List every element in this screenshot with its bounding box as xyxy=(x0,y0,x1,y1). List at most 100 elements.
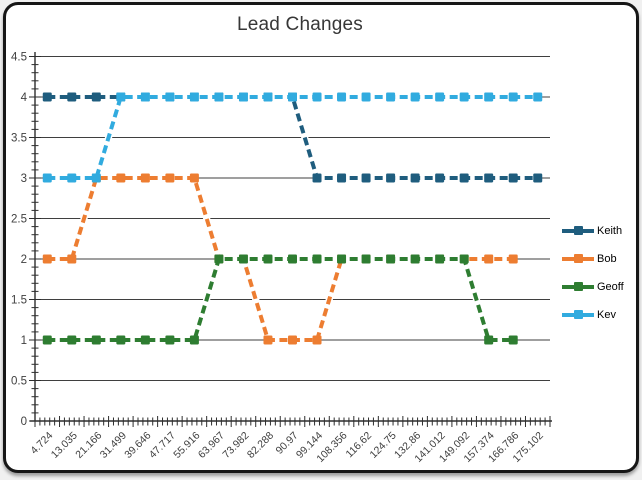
x-tick-label: 63.967 xyxy=(196,430,227,461)
data-point-marker xyxy=(116,92,126,102)
legend-label: Kev xyxy=(597,309,616,321)
y-tick-label: 4.5 xyxy=(11,52,27,64)
data-point-marker xyxy=(386,92,396,102)
x-tick-label: 82.288 xyxy=(245,430,276,461)
data-point-marker xyxy=(67,335,77,345)
data-point-marker xyxy=(312,92,322,102)
y-tick-label: 0.5 xyxy=(11,376,27,388)
data-point-marker xyxy=(386,173,396,183)
data-point-marker xyxy=(238,254,248,264)
data-point-marker xyxy=(67,173,77,183)
data-point-marker xyxy=(508,335,518,345)
data-point-marker xyxy=(263,92,273,102)
data-point-marker xyxy=(508,173,518,183)
data-point-marker xyxy=(459,92,469,102)
x-tick-label: 124.75 xyxy=(368,430,399,461)
chart-legend: Keith Bob Geoff Kev xyxy=(562,222,624,334)
data-point-marker xyxy=(312,254,322,264)
data-point-marker xyxy=(435,173,445,183)
legend-label: Keith xyxy=(597,225,623,237)
data-point-marker xyxy=(508,254,518,264)
data-point-marker xyxy=(42,173,52,183)
data-point-marker xyxy=(116,173,126,183)
x-axis-labels: 4.72413.03521.16631.49939.64647.71755.91… xyxy=(28,430,546,465)
data-point-marker xyxy=(484,335,494,345)
data-point-marker xyxy=(533,92,543,102)
data-point-marker xyxy=(435,254,445,264)
data-point-marker xyxy=(410,173,420,183)
y-axis-labels: 4.5 4 3.5 3 2.5 2 1.5 1 0.5 0 xyxy=(11,52,28,429)
data-point-marker xyxy=(263,254,273,264)
data-point-marker xyxy=(337,92,347,102)
legend-square-icon xyxy=(574,282,583,291)
data-point-marker xyxy=(91,92,101,102)
data-point-marker xyxy=(337,254,347,264)
y-tick-label: 1 xyxy=(21,335,27,347)
legend-item-geoff: Geoff xyxy=(562,278,624,296)
data-point-marker xyxy=(533,173,543,183)
y-tick-label: 3.5 xyxy=(11,133,27,145)
data-point-marker xyxy=(459,254,469,264)
y-tick-label: 0 xyxy=(21,416,27,428)
data-point-marker xyxy=(165,335,175,345)
data-point-marker xyxy=(116,335,126,345)
data-point-marker xyxy=(91,173,101,183)
y-tick-label: 4 xyxy=(21,92,28,104)
data-point-marker xyxy=(410,254,420,264)
legend-marker-bob xyxy=(562,254,594,263)
data-point-marker xyxy=(288,254,297,264)
data-point-marker xyxy=(361,92,371,102)
data-point-marker xyxy=(140,173,150,183)
x-tick-label: 47.717 xyxy=(147,430,178,461)
window-frame xyxy=(3,2,639,473)
data-point-marker xyxy=(435,92,445,102)
data-point-marker xyxy=(238,92,248,102)
data-point-marker xyxy=(67,92,77,102)
legend-square-icon xyxy=(574,310,583,319)
data-point-marker xyxy=(263,335,273,345)
data-point-marker xyxy=(361,254,371,264)
data-point-marker xyxy=(165,92,175,102)
data-point-marker xyxy=(214,254,224,264)
legend-item-bob: Bob xyxy=(562,250,624,268)
data-point-marker xyxy=(386,254,396,264)
legend-label: Geoff xyxy=(597,281,624,293)
data-point-marker xyxy=(508,92,518,102)
data-point-marker xyxy=(288,92,297,102)
data-point-marker xyxy=(312,173,322,183)
x-tick-label: 13.035 xyxy=(49,430,80,461)
data-point-marker xyxy=(189,92,199,102)
data-point-marker xyxy=(91,335,101,345)
data-point-marker xyxy=(189,173,199,183)
data-point-marker xyxy=(410,92,420,102)
legend-label: Bob xyxy=(597,253,617,265)
data-point-marker xyxy=(165,173,175,183)
data-point-marker xyxy=(140,335,150,345)
data-point-marker xyxy=(312,335,322,345)
legend-marker-kev xyxy=(562,310,594,319)
x-tick-label: 39.646 xyxy=(122,430,153,461)
chart-title: Lead Changes xyxy=(236,14,363,35)
data-point-marker xyxy=(214,92,224,102)
data-point-marker xyxy=(337,173,347,183)
legend-square-icon xyxy=(574,226,583,235)
data-point-marker xyxy=(189,335,199,345)
x-axis-ticks xyxy=(34,416,551,427)
legend-item-kev: Kev xyxy=(562,306,624,324)
y-tick-label: 2.5 xyxy=(11,214,27,226)
legend-item-keith: Keith xyxy=(562,222,624,240)
data-point-marker xyxy=(484,254,494,264)
data-point-marker xyxy=(67,254,77,264)
data-point-marker xyxy=(484,92,494,102)
data-point-marker xyxy=(484,173,494,183)
series-geoff xyxy=(42,254,518,345)
data-point-marker xyxy=(42,254,52,264)
y-tick-label: 2 xyxy=(21,254,27,266)
series-kev xyxy=(42,92,543,183)
data-point-marker xyxy=(42,92,52,102)
data-point-marker xyxy=(288,335,297,345)
data-point-marker xyxy=(42,335,52,345)
x-tick-label: 55.916 xyxy=(171,430,202,461)
data-point-marker xyxy=(361,173,371,183)
